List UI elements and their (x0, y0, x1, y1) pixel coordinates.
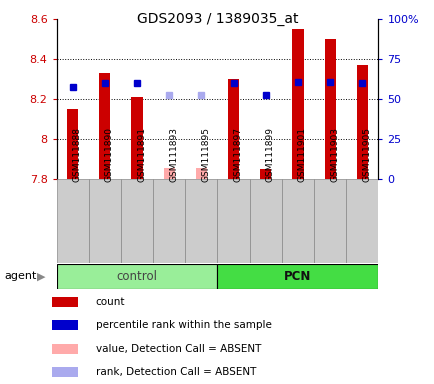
Bar (163, 167, 174, 179)
Bar (217, 264, 378, 289)
Text: rank, Detection Call = ABSENT: rank, Detection Call = ABSENT (95, 367, 256, 377)
Bar (52, 297, 78, 306)
Bar (313, 179, 345, 263)
Text: GDS2093 / 1389035_at: GDS2093 / 1389035_at (136, 12, 298, 25)
Bar (89, 179, 121, 263)
Bar (260, 169, 271, 179)
Bar (121, 179, 153, 263)
Bar (227, 79, 239, 179)
Text: GSM111899: GSM111899 (265, 127, 274, 182)
Bar (52, 344, 78, 354)
Text: GSM111903: GSM111903 (329, 127, 339, 182)
Text: GSM111891: GSM111891 (137, 127, 146, 182)
Bar (292, 29, 303, 179)
Bar (131, 97, 142, 179)
Bar (67, 109, 78, 179)
Bar (356, 65, 367, 179)
Text: value, Detection Call = ABSENT: value, Detection Call = ABSENT (95, 344, 260, 354)
Text: GSM111890: GSM111890 (105, 127, 114, 182)
Bar (153, 179, 185, 263)
Bar (185, 179, 217, 263)
Bar (195, 167, 207, 179)
Bar (56, 179, 89, 263)
Text: PCN: PCN (284, 270, 311, 283)
Text: GSM111893: GSM111893 (169, 127, 178, 182)
Text: GSM111888: GSM111888 (72, 127, 82, 182)
Bar (56, 264, 217, 289)
Text: ▶: ▶ (37, 271, 46, 281)
Text: control: control (116, 270, 157, 283)
Text: percentile rank within the sample: percentile rank within the sample (95, 320, 271, 330)
Bar (324, 39, 335, 179)
Bar (217, 179, 249, 263)
Bar (52, 320, 78, 330)
Bar (99, 73, 110, 179)
Bar (281, 179, 313, 263)
Text: GSM111895: GSM111895 (201, 127, 210, 182)
Bar (249, 179, 281, 263)
Text: GSM111901: GSM111901 (297, 127, 306, 182)
Text: GSM111897: GSM111897 (233, 127, 242, 182)
Bar (345, 179, 378, 263)
Bar (52, 367, 78, 377)
Text: GSM111905: GSM111905 (362, 127, 371, 182)
Text: count: count (95, 297, 125, 307)
Text: agent: agent (4, 271, 36, 281)
